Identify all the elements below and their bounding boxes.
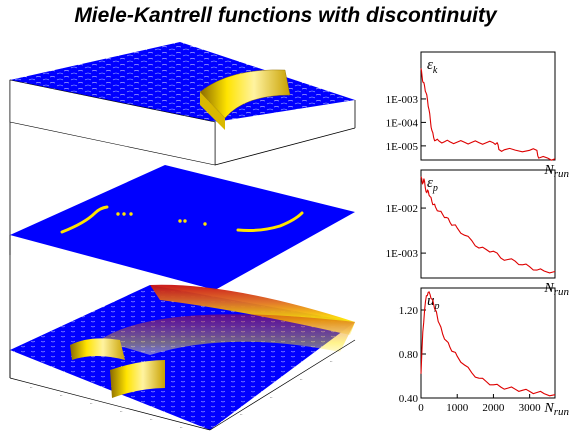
line-chart-1: 1E-003 1E-004 1E-005 εk Nrun [386,51,569,180]
series-line [420,176,556,274]
plot-frame [420,51,556,161]
y-tick-label: 1E-003 [386,94,419,106]
y-tick-label: 1E-004 [386,117,419,129]
x-tick-label: 3000 [519,402,542,414]
svg-text:..: .. [60,393,63,398]
svg-text:..: .. [330,359,333,364]
x-axis-label: Nrun [543,163,569,180]
plot-frame [420,287,556,399]
y-tick-label: 0.80 [399,349,419,361]
y-tick-label: 1.20 [399,305,419,317]
svg-text:..: .. [180,425,183,430]
x-tick-label: 1000 [446,402,469,414]
series-line [420,291,556,397]
y-tick-label: 1E-005 [386,141,419,153]
svg-text:..: .. [120,409,123,414]
y-tick-label: 1E-003 [386,248,419,260]
line-chart-3: 1.20 0.80 0.400 1000 2000 3000 up Nrun [399,287,569,418]
convergence-plots: 1E-003 1E-004 1E-005 εk Nrun 1E-002 1E-003 εp Nr… [386,51,569,418]
y-tick-label: 1E-002 [386,203,418,215]
x-tick-label: 2000 [482,402,505,414]
series-line [420,68,556,161]
y-axis-label: up [427,293,440,312]
svg-text:..: .. [270,395,273,400]
y-axis-label: εk [427,57,438,76]
svg-text:..: .. [150,417,153,422]
plot-frame [420,169,556,279]
chart-title: Miele-Kantrell functions with discontinu… [74,4,497,27]
svg-text:..: .. [30,385,33,390]
x-tick-label: 0 [418,402,424,414]
svg-text:..: .. [240,412,243,417]
line-chart-2: 1E-002 1E-003 εp Nrun [386,169,569,298]
upper-surface [9,42,355,166]
x-axis-label: Nrun [543,401,569,418]
svg-text:..: .. [300,377,303,382]
middle-slice [9,165,355,290]
y-tick-label: 0.40 [399,393,419,405]
lower-surface: .. .. .. .. .. .. .. .. .. .. [9,284,356,431]
y-axis-label: εp [427,175,438,194]
svg-text:..: .. [90,401,93,406]
surface-3d-plot: .. .. .. .. .. .. .. .. .. .. [9,42,356,431]
x-axis-label: Nrun [543,281,569,298]
